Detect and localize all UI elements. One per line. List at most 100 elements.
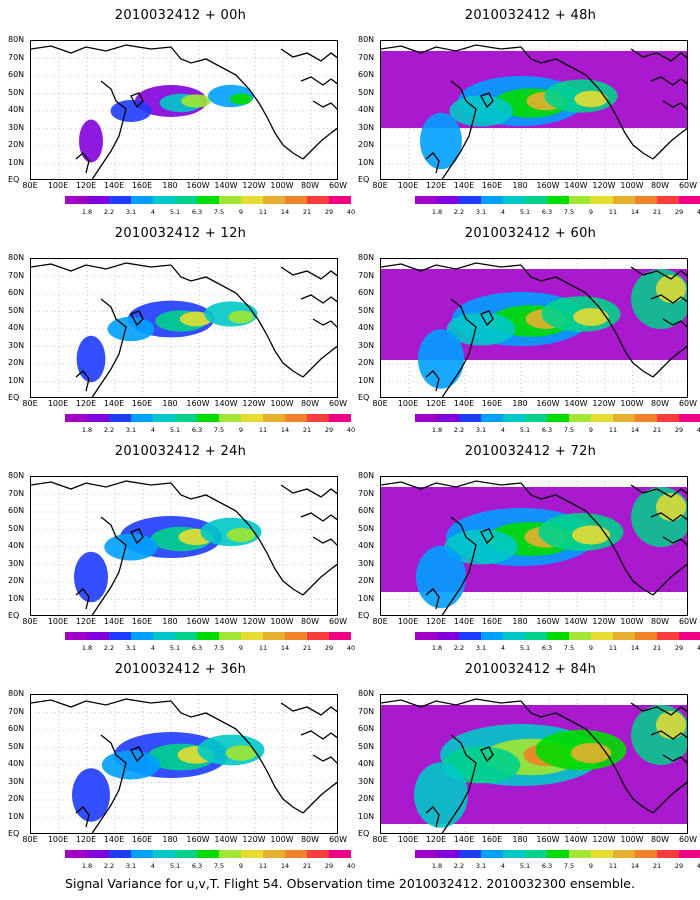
- latitude-label: 80N: [8, 35, 25, 44]
- latitude-label: 10N: [358, 375, 375, 385]
- longitude-label: 80W: [650, 835, 670, 844]
- latitude-label: EQ: [8, 829, 20, 838]
- latitude-label: 30N: [8, 340, 25, 350]
- longitude-label: 140E: [453, 617, 475, 626]
- longitude-label: 160W: [536, 617, 560, 626]
- colorbar-label: 1.8: [81, 862, 93, 870]
- colorbar-label: 21: [302, 862, 312, 870]
- colorbar-label: 1.8: [431, 644, 443, 652]
- colorbar-swatch: [175, 632, 197, 640]
- colorbar: [415, 196, 700, 204]
- longitude-label: 120E: [425, 399, 447, 408]
- colorbar-swatch: [285, 850, 307, 858]
- longitude-label: 100E: [397, 617, 419, 626]
- colorbar-label: 14: [630, 426, 640, 434]
- colorbar-label: 2.2: [103, 208, 115, 216]
- colorbar-label: 11: [258, 426, 268, 434]
- longitude-label: 100W: [270, 617, 294, 626]
- colorbar-swatch: [503, 850, 525, 858]
- longitude-label: 140E: [103, 399, 125, 408]
- latitude-label: 70N: [358, 270, 375, 280]
- variance-map: [30, 476, 338, 616]
- longitude-label: 100W: [270, 399, 294, 408]
- colorbar-label: 9: [588, 426, 594, 434]
- longitude-label: 140E: [103, 617, 125, 626]
- colorbar-swatch: [109, 414, 131, 422]
- latitude-label: 80N: [8, 253, 25, 262]
- longitude-label: 60W: [678, 835, 698, 844]
- latitude-label: 30N: [358, 340, 375, 350]
- colorbar-label: 9: [588, 208, 594, 216]
- colorbar-label: 2.2: [453, 862, 465, 870]
- latitude-label: 60N: [8, 724, 25, 733]
- colorbar-label: 9: [238, 862, 244, 870]
- colorbar-swatch: [175, 196, 197, 204]
- latitude-label: 70N: [8, 52, 25, 62]
- longitude-label: 120E: [425, 617, 447, 626]
- colorbar-swatch: [481, 850, 503, 858]
- colorbar-swatch: [525, 632, 547, 640]
- colorbar-swatch: [87, 196, 109, 204]
- colorbar-swatch: [329, 414, 351, 422]
- colorbar-swatch: [307, 196, 329, 204]
- latitude-label: 40N: [358, 759, 375, 768]
- colorbar-swatch: [459, 414, 481, 422]
- latitude-label: 20N: [358, 576, 375, 585]
- colorbar-label: 6.3: [541, 644, 553, 652]
- longitude-label: 60W: [328, 181, 348, 190]
- longitude-label: 80E: [372, 181, 388, 190]
- longitude-label: 100W: [270, 181, 294, 190]
- colorbar-swatch: [437, 196, 459, 204]
- colorbar-swatch: [263, 632, 285, 640]
- colorbar-label: 3.1: [125, 426, 137, 434]
- latitude-label: 40N: [8, 105, 25, 114]
- colorbar-label: 6.3: [191, 644, 203, 652]
- latitude-label: 20N: [358, 140, 375, 149]
- latitude-label: EQ: [358, 829, 370, 838]
- map-panel: 2010032412 + 36h 80N 70N 60N 50N 40N 30N 20N 10N…: [8, 654, 355, 879]
- colorbar-label: 3.1: [475, 208, 487, 216]
- longitude-label: 140W: [214, 835, 238, 844]
- colorbar-swatch: [503, 196, 525, 204]
- colorbar-swatch: [285, 414, 307, 422]
- colorbar-label: 4: [500, 426, 506, 434]
- latitude-label: 40N: [358, 323, 375, 332]
- colorbar: [65, 850, 351, 858]
- longitude-label: 160E: [481, 617, 503, 626]
- latitude-label: EQ: [8, 175, 20, 184]
- colorbar-swatch: [679, 632, 700, 640]
- colorbar-label: 14: [280, 208, 290, 216]
- colorbar-swatch: [525, 414, 547, 422]
- variance-map: [380, 694, 688, 834]
- latitude-label: 10N: [8, 811, 25, 821]
- variance-map: [30, 694, 338, 834]
- latitude-label: 40N: [358, 541, 375, 550]
- longitude-label: 180: [512, 835, 528, 844]
- longitude-label: 140W: [564, 181, 588, 190]
- colorbar-label: 40: [346, 644, 356, 652]
- latitude-label: 70N: [358, 488, 375, 498]
- variance-map: [30, 40, 338, 180]
- colorbar-swatch: [329, 850, 351, 858]
- latitude-label: 80N: [8, 689, 25, 698]
- longitude-label: 180: [512, 617, 528, 626]
- colorbar-swatch: [591, 632, 613, 640]
- colorbar-swatch: [569, 632, 591, 640]
- colorbar-label: 9: [238, 426, 244, 434]
- colorbar-swatch: [131, 414, 153, 422]
- colorbar-swatch: [415, 414, 437, 422]
- colorbar-label: 2.2: [453, 208, 465, 216]
- longitude-label: 80W: [300, 181, 320, 190]
- colorbar-label: 7.5: [213, 426, 225, 434]
- latitude-label: 70N: [8, 706, 25, 716]
- latitude-label: 70N: [8, 270, 25, 280]
- colorbar-swatch: [459, 850, 481, 858]
- colorbar-swatch: [219, 414, 241, 422]
- latitude-label: 60N: [358, 288, 375, 297]
- longitude-label: 100W: [620, 617, 644, 626]
- colorbar-label: 14: [630, 644, 640, 652]
- colorbar-label: 5.1: [519, 426, 531, 434]
- latitude-label: 50N: [358, 741, 375, 751]
- latitude-label: 60N: [358, 724, 375, 733]
- colorbar-swatch: [569, 850, 591, 858]
